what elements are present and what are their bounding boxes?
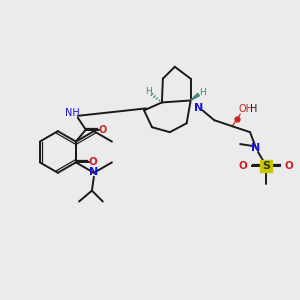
Polygon shape — [190, 93, 200, 100]
Text: NH: NH — [64, 108, 79, 118]
Text: N: N — [89, 167, 98, 177]
Text: O: O — [98, 125, 107, 135]
FancyBboxPatch shape — [260, 160, 272, 172]
Text: N: N — [251, 143, 261, 153]
Text: O: O — [284, 161, 293, 171]
Text: H: H — [250, 104, 258, 114]
Text: H: H — [145, 87, 152, 96]
Text: OH: OH — [238, 104, 253, 114]
Text: H: H — [199, 88, 206, 97]
Text: S: S — [262, 161, 270, 171]
Text: N: N — [194, 103, 203, 113]
Text: O: O — [239, 161, 248, 171]
Text: O: O — [88, 158, 97, 167]
